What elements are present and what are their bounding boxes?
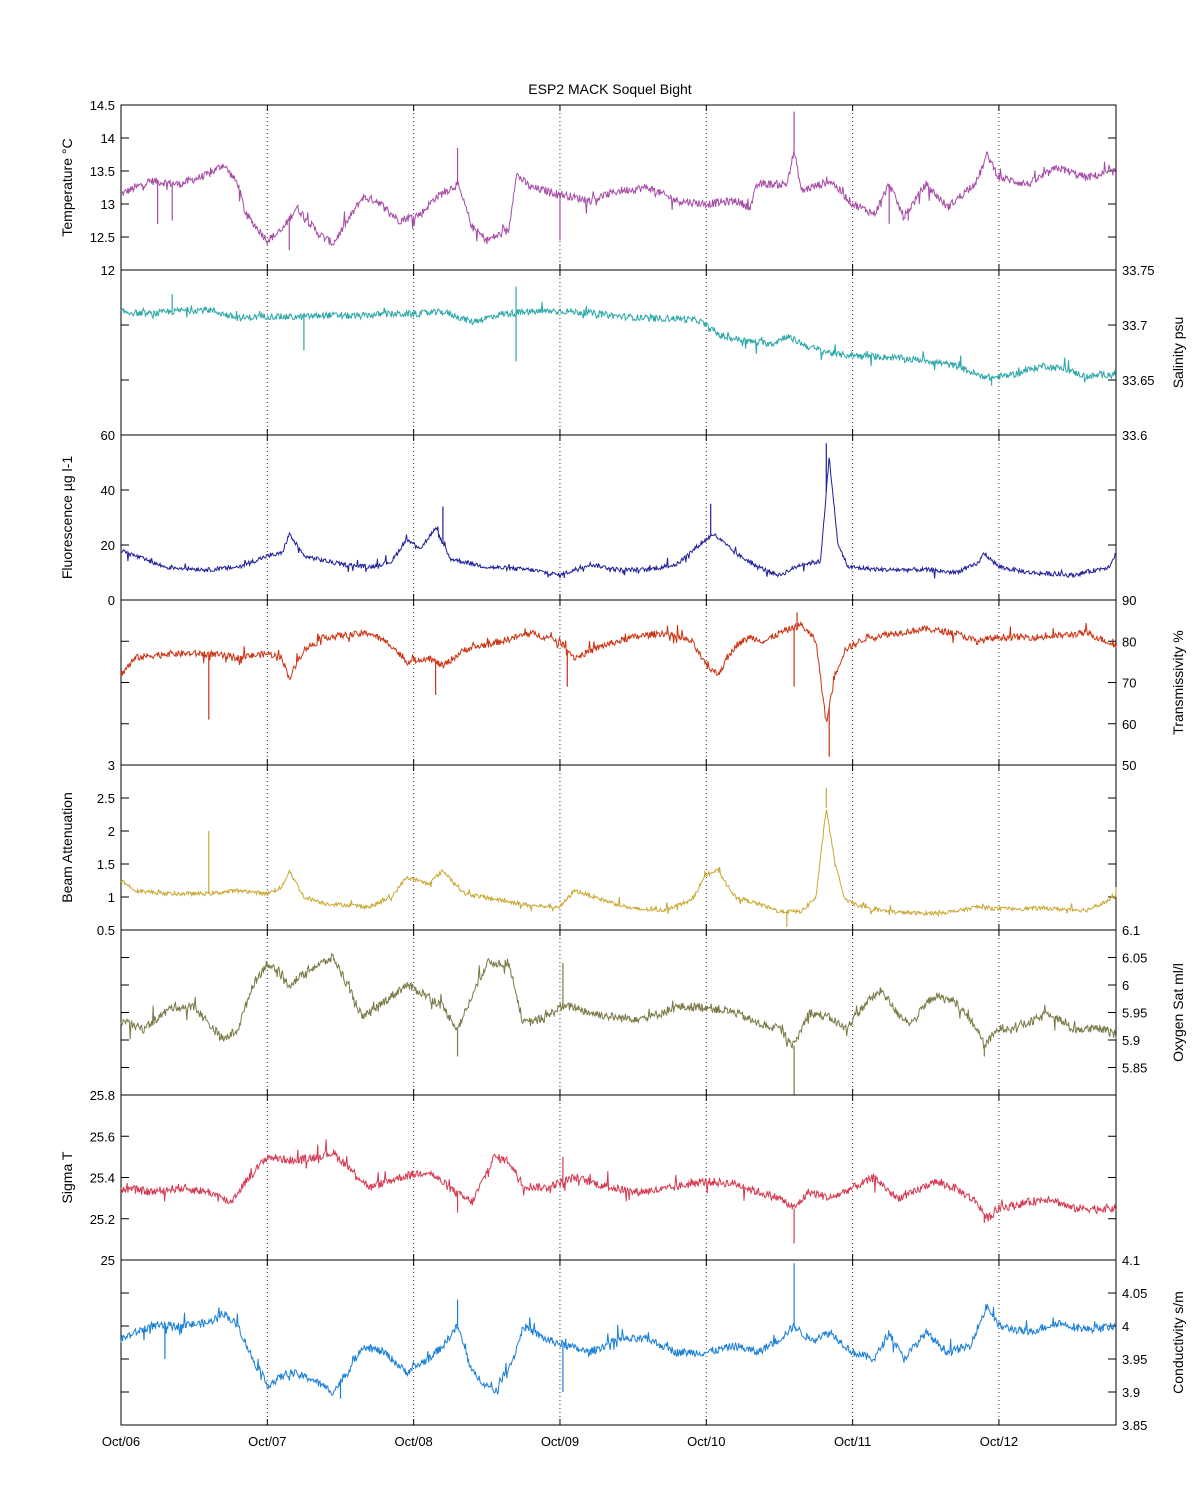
y-tick-label: 5.9 <box>1122 1033 1140 1048</box>
series-line <box>120 301 1117 383</box>
y-tick-label: 14 <box>101 131 115 146</box>
y-axis-title: Beam Attenuation <box>59 792 75 903</box>
y-tick-label: 2 <box>108 824 115 839</box>
y-tick-label: 4.1 <box>1122 1253 1140 1268</box>
y-axis-title: Salinity psu <box>1170 317 1186 389</box>
x-tick-label: Oct/11 <box>834 1434 871 1449</box>
panel-frame <box>120 269 1117 436</box>
x-tick-label: Oct/06 <box>102 1434 140 1449</box>
y-tick-label: 40 <box>101 483 115 498</box>
y-tick-label: 33.75 <box>1122 263 1155 278</box>
y-axis-title: Oxygen Sat ml/l <box>1170 963 1186 1062</box>
panel-frame <box>120 1259 1117 1426</box>
series-line <box>120 952 1117 1050</box>
series-line <box>120 620 1117 722</box>
x-tick-label: Oct/08 <box>394 1434 432 1449</box>
x-tick-label: Oct/12 <box>980 1434 1018 1449</box>
y-tick-label: 12 <box>101 263 115 278</box>
y-tick-label: 3.85 <box>1122 1418 1147 1433</box>
panel-2: 33.6 33.65 33.7 33.75 Salinity psu <box>120 263 1186 443</box>
y-tick-label: 14.5 <box>90 98 115 113</box>
panel-frame <box>120 434 1117 601</box>
y-tick-label: 3.9 <box>1122 1385 1140 1400</box>
panel-3: 0 20 40 60 Fluorescence µg l-1 <box>59 428 1117 608</box>
y-tick-label: 70 <box>1122 676 1136 691</box>
x-tick-label: Oct/10 <box>687 1434 725 1449</box>
panel-8: 3.85 3.9 3.95 4 4.05 4.1 Conductivity s/m Oct/0… <box>102 1253 1186 1449</box>
y-tick-label: 60 <box>101 428 115 443</box>
series-line <box>120 1139 1117 1222</box>
y-tick-label: 25.4 <box>90 1171 115 1186</box>
y-tick-label: 6.1 <box>1122 923 1140 938</box>
panel-frame <box>120 929 1117 1096</box>
y-tick-label: 4.05 <box>1122 1286 1147 1301</box>
chart-title: ESP2 MACK Soquel Bight <box>528 81 692 97</box>
y-tick-label: 25.8 <box>90 1088 115 1103</box>
y-tick-label: 25.6 <box>90 1129 115 1144</box>
series-line <box>120 457 1117 579</box>
y-tick-label: 60 <box>1122 717 1136 732</box>
y-tick-label: 4 <box>1122 1319 1129 1334</box>
y-axis-title: Fluorescence µg l-1 <box>59 456 75 579</box>
series-line <box>120 809 1117 918</box>
y-tick-label: 20 <box>101 538 115 553</box>
y-tick-label: 1.5 <box>97 857 115 872</box>
y-tick-label: 33.65 <box>1122 373 1155 388</box>
y-axis-title: Transmissivity % <box>1170 630 1186 735</box>
y-tick-label: 5.85 <box>1122 1061 1147 1076</box>
y-tick-label: 0.5 <box>97 923 115 938</box>
y-tick-label: 13.5 <box>90 164 115 179</box>
x-tick-label: Oct/07 <box>248 1434 286 1449</box>
x-tick-label: Oct/09 <box>541 1434 579 1449</box>
panel-1: 12 12.5 13 13.5 14 14.5 Temperature °C <box>59 98 1117 278</box>
y-tick-label: 1 <box>108 890 115 905</box>
y-tick-label: 6 <box>1122 978 1129 993</box>
y-tick-label: 25 <box>101 1253 115 1268</box>
y-tick-label: 13 <box>101 197 115 212</box>
panel-7: 25 25.2 25.4 25.6 25.8 Sigma T <box>59 1088 1117 1268</box>
y-tick-label: 50 <box>1122 758 1136 773</box>
y-axis-title: Temperature °C <box>59 138 75 236</box>
y-tick-label: 12.5 <box>90 230 115 245</box>
panel-frame <box>120 1094 1117 1261</box>
y-tick-label: 80 <box>1122 634 1136 649</box>
y-tick-label: 5.95 <box>1122 1006 1147 1021</box>
y-tick-label: 90 <box>1122 593 1136 608</box>
y-tick-label: 3 <box>108 758 115 773</box>
panel-5: 0.5 1 1.5 2 2.5 3 Beam Attenuation <box>59 758 1117 938</box>
y-tick-label: 3.95 <box>1122 1352 1147 1367</box>
y-tick-label: 33.7 <box>1122 318 1147 333</box>
y-axis-title: Sigma T <box>59 1151 75 1203</box>
y-tick-label: 6.05 <box>1122 951 1147 966</box>
y-axis-title: Conductivity s/m <box>1170 1291 1186 1394</box>
series-line <box>120 150 1117 247</box>
y-tick-label: 33.6 <box>1122 428 1147 443</box>
series-line <box>120 1303 1117 1397</box>
y-tick-label: 2.5 <box>97 791 115 806</box>
y-tick-label: 0 <box>108 593 115 608</box>
y-tick-label: 25.2 <box>90 1212 115 1227</box>
panel-4: 50 60 70 80 90 Transmissivity % <box>120 593 1186 773</box>
panel-frame <box>120 599 1117 766</box>
panel-6: 5.85 5.9 5.95 6 6.05 6.1 Oxygen Sat ml/l <box>120 923 1186 1096</box>
